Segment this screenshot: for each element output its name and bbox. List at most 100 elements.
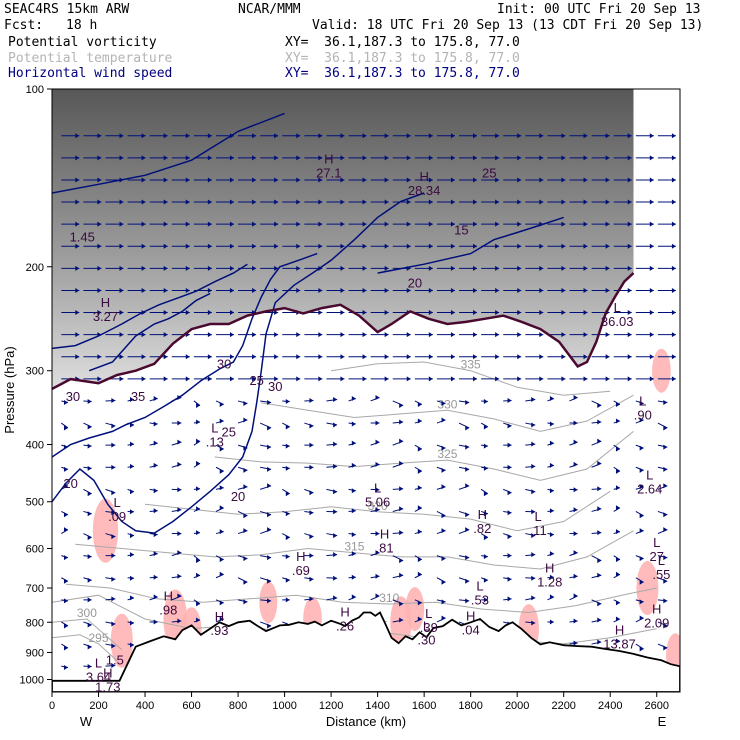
wind-vector-head xyxy=(615,418,620,424)
wind-vector-head xyxy=(207,376,212,382)
extremum-marker: H xyxy=(164,588,173,603)
theta-contour xyxy=(75,530,634,570)
wind-vector-head xyxy=(285,465,290,471)
wind-vector-head xyxy=(649,133,654,139)
wind-vector-head xyxy=(340,221,345,227)
wind-vector-head xyxy=(153,462,158,468)
plot-frame xyxy=(51,88,681,693)
wind-vector-head xyxy=(428,133,433,139)
extremum-marker: L xyxy=(535,509,542,524)
extremum-value: 30 xyxy=(66,389,80,404)
y-tick-label: 800 xyxy=(26,617,44,629)
extremum-value: 2.64 xyxy=(637,481,662,496)
pv-fill-patch xyxy=(110,613,133,668)
wind-vector-head xyxy=(243,513,248,519)
wind-vector-head xyxy=(615,571,620,577)
wind-vector-head xyxy=(450,177,455,183)
wind-vector-head xyxy=(309,510,314,516)
wind-vector-head xyxy=(119,243,124,249)
wind-vector-head xyxy=(196,558,201,564)
wind-vector-head xyxy=(252,177,257,183)
wind-vector-head xyxy=(671,287,676,293)
theta-contour xyxy=(65,583,657,614)
wind-vector-head xyxy=(549,619,554,625)
wind-vector-head xyxy=(207,287,212,293)
wind-vector-head xyxy=(450,265,455,271)
wind-vector-head xyxy=(229,221,234,227)
wind-vector-head xyxy=(597,558,602,564)
organization-label: NCAR/MMM xyxy=(238,2,301,17)
wind-vector-head xyxy=(333,463,338,469)
x-tick-label: 600 xyxy=(182,700,200,712)
wind-vector-head xyxy=(130,463,135,469)
wind-vector-head xyxy=(274,287,279,293)
wind-vector-head xyxy=(340,177,345,183)
y-tick-label: 300 xyxy=(26,366,44,378)
wind-vector-head xyxy=(177,461,182,467)
wind-vector-head xyxy=(417,600,422,606)
wind-vector-head xyxy=(309,576,314,582)
wind-vector-head xyxy=(119,155,124,161)
y-tick-label: 1000 xyxy=(20,674,44,686)
wind-vector-head xyxy=(340,287,345,293)
wind-vector-head xyxy=(207,310,212,316)
wind-vector-head xyxy=(153,551,158,557)
wind-vector-head xyxy=(119,332,124,338)
wind-vector xyxy=(613,444,621,450)
wind-vector-head xyxy=(483,554,488,560)
wind-vector-head xyxy=(417,418,422,424)
wind-vector-head xyxy=(399,486,404,492)
wind-vector-head xyxy=(296,221,301,227)
wind-vector-head xyxy=(517,155,522,161)
wind-vector xyxy=(193,400,201,406)
west-end-label: W xyxy=(80,714,93,729)
wind-vector-head xyxy=(671,133,676,139)
wind-vector-head xyxy=(517,332,522,338)
wind-vector-head xyxy=(517,310,522,316)
wind-vector-head xyxy=(267,425,272,431)
wind-vector-head xyxy=(597,617,602,623)
wind-vector-head xyxy=(87,424,92,430)
wind-speed-contour xyxy=(52,252,318,458)
wind-vector-head xyxy=(399,601,404,607)
wind-vector-head xyxy=(428,199,433,205)
wind-vector-head xyxy=(274,265,279,271)
wind-vector-head xyxy=(285,554,290,560)
wind-vector-head xyxy=(615,616,620,622)
wind-vector-head xyxy=(252,221,257,227)
wind-vector-head xyxy=(561,332,566,338)
wind-vector-head xyxy=(483,597,488,603)
wind-vector-head xyxy=(517,199,522,205)
wind-vector-head xyxy=(573,593,578,599)
wind-vector-head xyxy=(153,594,158,600)
wind-vector-head xyxy=(417,505,422,511)
east-end-label: E xyxy=(658,714,667,729)
wind-vector-head xyxy=(583,287,588,293)
wind-vector-head xyxy=(531,533,536,539)
wind-vector-head xyxy=(229,376,234,382)
wind-vector-head xyxy=(417,485,422,491)
wind-vector-head xyxy=(495,354,500,360)
wind-vector-head xyxy=(219,401,224,407)
wind-vector-head xyxy=(243,556,248,562)
wind-vector-head xyxy=(627,243,632,249)
wind-vector-head xyxy=(539,199,544,205)
wind-vector-head xyxy=(483,577,488,583)
wind-vector-head xyxy=(252,376,257,382)
wind-vector-head xyxy=(375,507,380,513)
wind-vector-head xyxy=(141,243,146,249)
wind-vector-head xyxy=(531,463,536,469)
wind-vector-head xyxy=(296,133,301,139)
wind-vector-head xyxy=(185,376,190,382)
wind-vector-head xyxy=(362,354,367,360)
wind-vector-head xyxy=(111,662,116,668)
wind-vector-head xyxy=(465,483,470,489)
wind-vector-head xyxy=(539,243,544,249)
wind-vector-head xyxy=(406,376,411,382)
wind-vector-head xyxy=(639,646,644,652)
extremum-value: 15 xyxy=(454,223,468,238)
wind-vector-head xyxy=(627,221,632,227)
wind-vector-head xyxy=(561,265,566,271)
extremum-value: 25 xyxy=(249,373,263,388)
extremum-value: .04 xyxy=(462,622,480,637)
